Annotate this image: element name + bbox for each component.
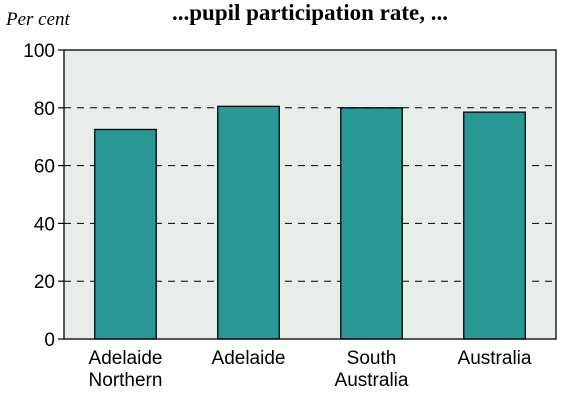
plot-frame <box>63 49 557 340</box>
category-label: Australia <box>335 370 409 391</box>
category-label: Adelaide <box>89 348 163 369</box>
bar-1 <box>217 105 280 340</box>
y-tick-label: 60 <box>34 157 55 178</box>
y-axis: 0 20 40 60 80 100 <box>23 41 64 351</box>
category-label: Australia <box>458 348 532 369</box>
y-tick-label: 20 <box>34 272 55 293</box>
y-axis-label: Per cent <box>5 9 71 30</box>
bars <box>94 105 526 340</box>
category-label: Northern <box>89 370 163 391</box>
y-tick-label: 0 <box>44 330 55 351</box>
y-tick-label: 80 <box>34 99 55 120</box>
bar-0 <box>94 128 157 340</box>
category-label: South <box>347 348 397 369</box>
y-tick-label: 40 <box>34 214 55 235</box>
category-label: Adelaide <box>212 348 286 369</box>
bar-2 <box>340 107 403 340</box>
y-tick-label: 100 <box>23 41 55 62</box>
chart-title: ...pupil participation rate, ... <box>172 0 448 25</box>
bar-3 <box>463 111 526 340</box>
